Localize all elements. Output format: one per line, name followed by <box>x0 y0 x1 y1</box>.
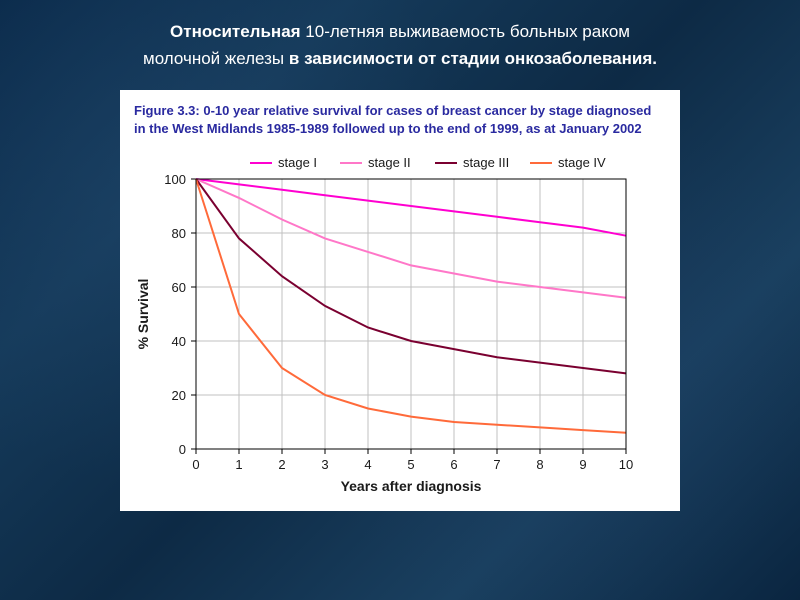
svg-text:Years after diagnosis: Years after diagnosis <box>341 478 482 494</box>
svg-text:20: 20 <box>172 388 186 403</box>
svg-text:stage I: stage I <box>278 155 317 170</box>
title-line2a: молочной железы <box>143 49 289 68</box>
svg-text:5: 5 <box>407 457 414 472</box>
svg-text:80: 80 <box>172 226 186 241</box>
svg-text:2: 2 <box>278 457 285 472</box>
svg-text:stage II: stage II <box>368 155 411 170</box>
chart-card: Figure 3.3: 0-10 year relative survival … <box>120 90 680 511</box>
svg-text:0: 0 <box>179 442 186 457</box>
chart-wrap: 012345678910020406080100Years after diag… <box>128 143 672 503</box>
svg-text:3: 3 <box>321 457 328 472</box>
svg-text:40: 40 <box>172 334 186 349</box>
svg-text:4: 4 <box>364 457 371 472</box>
svg-text:60: 60 <box>172 280 186 295</box>
svg-text:6: 6 <box>450 457 457 472</box>
svg-text:9: 9 <box>579 457 586 472</box>
title-mid: 10-летняя выживаемость больных раком <box>301 22 630 41</box>
svg-text:1: 1 <box>235 457 242 472</box>
survival-chart: 012345678910020406080100Years after diag… <box>128 143 672 503</box>
slide-title: Относительная 10-летняя выживаемость бол… <box>0 0 800 72</box>
svg-text:10: 10 <box>619 457 633 472</box>
svg-text:7: 7 <box>493 457 500 472</box>
svg-text:0: 0 <box>192 457 199 472</box>
chart-caption: Figure 3.3: 0-10 year relative survival … <box>128 98 672 143</box>
svg-text:% Survival: % Survival <box>135 279 151 350</box>
title-line2b: в зависимости от стадии онкозаболевания. <box>289 49 657 68</box>
title-prefix: Относительная <box>170 22 301 41</box>
svg-text:stage IV: stage IV <box>558 155 606 170</box>
svg-text:100: 100 <box>164 172 186 187</box>
svg-text:stage III: stage III <box>463 155 509 170</box>
svg-text:8: 8 <box>536 457 543 472</box>
